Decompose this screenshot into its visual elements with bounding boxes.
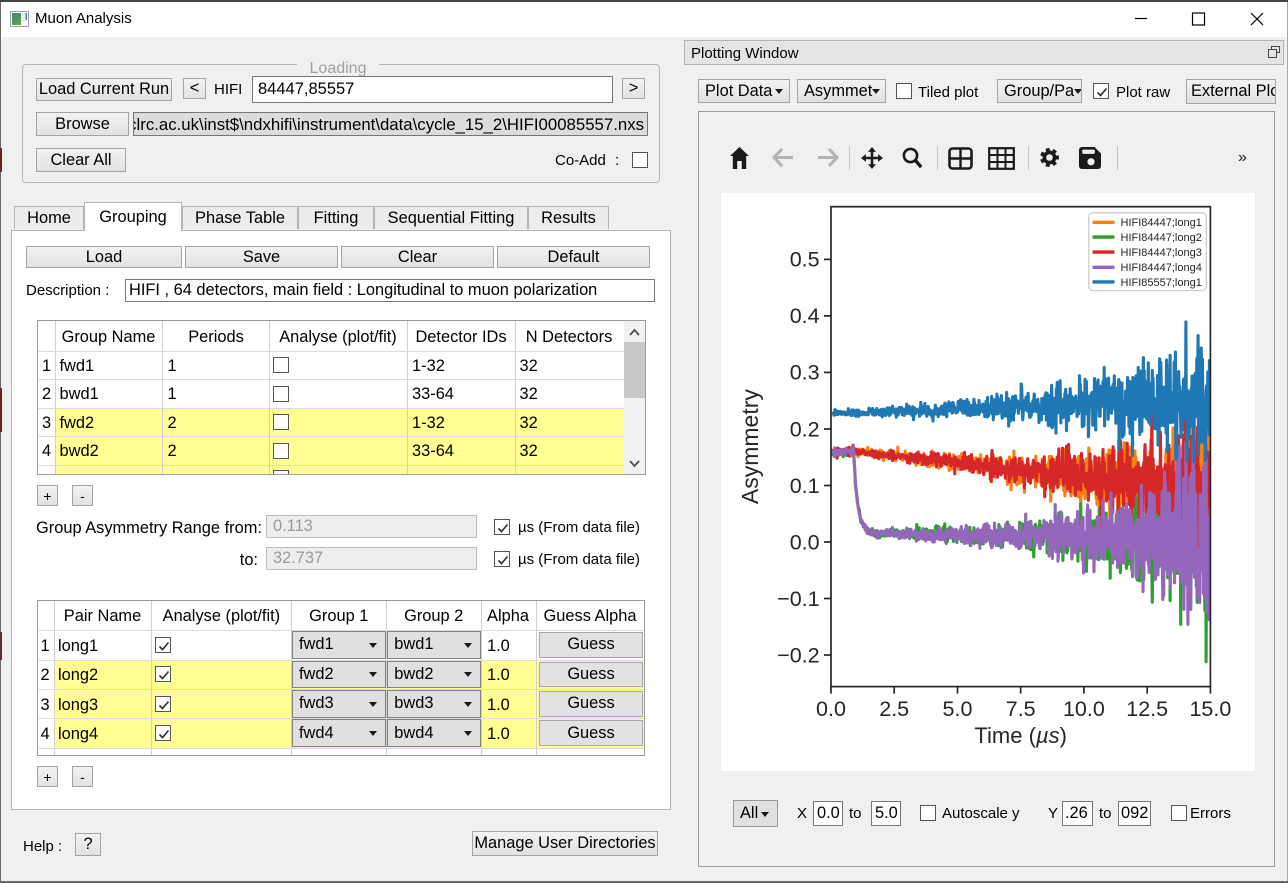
svg-text:HIFI85557;long1: HIFI85557;long1	[1121, 277, 1202, 289]
svg-text:−0.1: −0.1	[777, 587, 819, 611]
svg-text:0.1: 0.1	[790, 474, 820, 498]
svg-text:10.0: 10.0	[1063, 697, 1105, 721]
svg-text:HIFI84447;long2: HIFI84447;long2	[1121, 232, 1202, 244]
svg-text:2.5: 2.5	[879, 697, 909, 721]
svg-text:HIFI84447;long1: HIFI84447;long1	[1121, 217, 1202, 229]
svg-text:0.2: 0.2	[790, 417, 820, 441]
svg-text:0.4: 0.4	[790, 304, 820, 328]
svg-text:0.0: 0.0	[816, 697, 846, 721]
svg-text:7.5: 7.5	[1006, 697, 1036, 721]
svg-text:HIFI84447;long3: HIFI84447;long3	[1121, 247, 1202, 259]
svg-text:15.0: 15.0	[1189, 697, 1231, 721]
svg-text:12.5: 12.5	[1126, 697, 1168, 721]
svg-text:5.0: 5.0	[943, 697, 973, 721]
svg-text:0.0: 0.0	[790, 530, 820, 554]
svg-text:HIFI84447;long4: HIFI84447;long4	[1121, 262, 1202, 274]
svg-text:Time (µs): Time (µs)	[974, 723, 1067, 748]
svg-text:Asymmetry: Asymmetry	[737, 389, 763, 505]
svg-text:−0.2: −0.2	[777, 643, 819, 667]
svg-text:0.3: 0.3	[790, 361, 820, 385]
svg-text:0.5: 0.5	[790, 248, 820, 272]
